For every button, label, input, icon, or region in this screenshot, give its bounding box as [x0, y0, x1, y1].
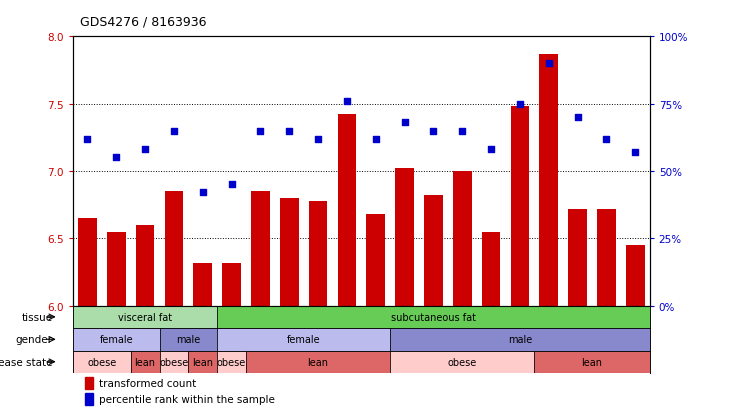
Text: female: female: [99, 335, 133, 344]
Bar: [222, 263, 241, 306]
Point: [456, 128, 468, 135]
Point: [601, 136, 612, 142]
Bar: [188, 351, 218, 373]
Bar: [136, 225, 155, 306]
Point: [312, 136, 324, 142]
Text: obese: obese: [447, 357, 477, 367]
Text: visceral fat: visceral fat: [118, 312, 172, 322]
Text: male: male: [508, 335, 532, 344]
Bar: [131, 351, 160, 373]
Bar: [159, 328, 218, 351]
Bar: [218, 351, 246, 373]
Bar: [366, 214, 385, 306]
Bar: [337, 115, 356, 306]
Bar: [246, 351, 391, 373]
Bar: [280, 198, 299, 306]
Point: [485, 147, 497, 153]
Text: obese: obese: [87, 357, 117, 367]
Point: [341, 98, 353, 105]
Point: [283, 128, 295, 135]
Bar: [534, 351, 650, 373]
Bar: [218, 328, 391, 351]
Text: lean: lean: [307, 357, 328, 367]
Bar: [309, 201, 328, 306]
Point: [399, 120, 410, 126]
Bar: [510, 107, 529, 306]
Point: [572, 114, 583, 121]
Bar: [539, 55, 558, 306]
Bar: [85, 377, 93, 389]
Text: lean: lean: [192, 357, 213, 367]
Point: [82, 136, 93, 142]
Bar: [107, 232, 126, 306]
Point: [110, 155, 122, 161]
Text: lean: lean: [582, 357, 602, 367]
Point: [226, 182, 237, 188]
Text: obese: obese: [159, 357, 188, 367]
Text: subcutaneous fat: subcutaneous fat: [391, 312, 476, 322]
Text: gender: gender: [16, 335, 53, 344]
Point: [514, 101, 526, 108]
Text: female: female: [287, 335, 320, 344]
Point: [370, 136, 382, 142]
Text: lean: lean: [134, 357, 155, 367]
Point: [197, 190, 209, 196]
Bar: [218, 306, 650, 328]
Bar: [164, 192, 183, 306]
Bar: [626, 245, 645, 306]
Point: [139, 147, 151, 153]
Bar: [568, 209, 587, 306]
Bar: [597, 209, 616, 306]
Point: [428, 128, 439, 135]
Point: [543, 61, 555, 67]
Bar: [193, 263, 212, 306]
Bar: [159, 351, 188, 373]
Bar: [453, 171, 472, 306]
Bar: [424, 196, 443, 306]
Bar: [85, 393, 93, 405]
Text: transformed count: transformed count: [99, 378, 196, 388]
Text: percentile rank within the sample: percentile rank within the sample: [99, 394, 274, 404]
Point: [629, 150, 641, 156]
Bar: [73, 306, 218, 328]
Bar: [482, 232, 501, 306]
Text: tissue: tissue: [22, 312, 53, 322]
Bar: [78, 218, 97, 306]
Bar: [391, 351, 534, 373]
Text: disease state: disease state: [0, 357, 53, 367]
Bar: [391, 328, 650, 351]
Bar: [251, 192, 270, 306]
Point: [168, 128, 180, 135]
Bar: [395, 169, 414, 306]
Text: obese: obese: [217, 357, 246, 367]
Bar: [73, 328, 159, 351]
Bar: [73, 351, 131, 373]
Point: [255, 128, 266, 135]
Text: GDS4276 / 8163936: GDS4276 / 8163936: [80, 16, 207, 29]
Text: male: male: [176, 335, 201, 344]
